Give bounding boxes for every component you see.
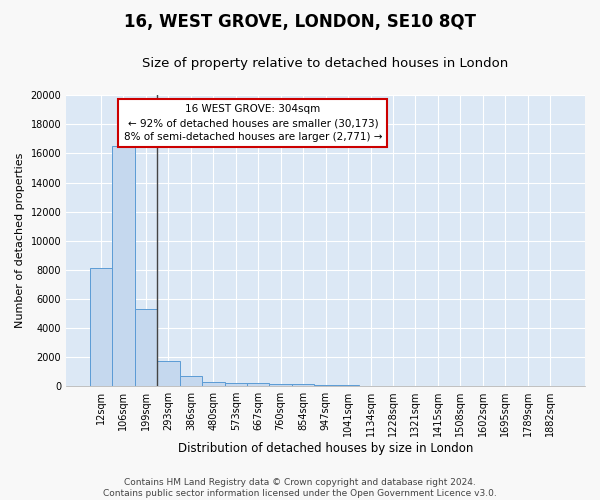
Bar	[292, 384, 314, 386]
Bar	[247, 383, 269, 386]
Bar	[337, 385, 359, 386]
X-axis label: Distribution of detached houses by size in London: Distribution of detached houses by size …	[178, 442, 473, 455]
Bar	[224, 382, 247, 386]
Text: 16 WEST GROVE: 304sqm
← 92% of detached houses are smaller (30,173)
8% of semi-d: 16 WEST GROVE: 304sqm ← 92% of detached …	[124, 104, 382, 142]
Bar	[134, 309, 157, 386]
Bar	[179, 376, 202, 386]
Title: Size of property relative to detached houses in London: Size of property relative to detached ho…	[142, 58, 509, 70]
Bar	[269, 384, 292, 386]
Bar	[90, 268, 112, 386]
Bar	[202, 382, 224, 386]
Y-axis label: Number of detached properties: Number of detached properties	[15, 153, 25, 328]
Bar	[112, 146, 134, 386]
Bar	[157, 360, 179, 386]
Text: Contains HM Land Registry data © Crown copyright and database right 2024.
Contai: Contains HM Land Registry data © Crown c…	[103, 478, 497, 498]
Bar	[314, 384, 337, 386]
Text: 16, WEST GROVE, LONDON, SE10 8QT: 16, WEST GROVE, LONDON, SE10 8QT	[124, 12, 476, 30]
